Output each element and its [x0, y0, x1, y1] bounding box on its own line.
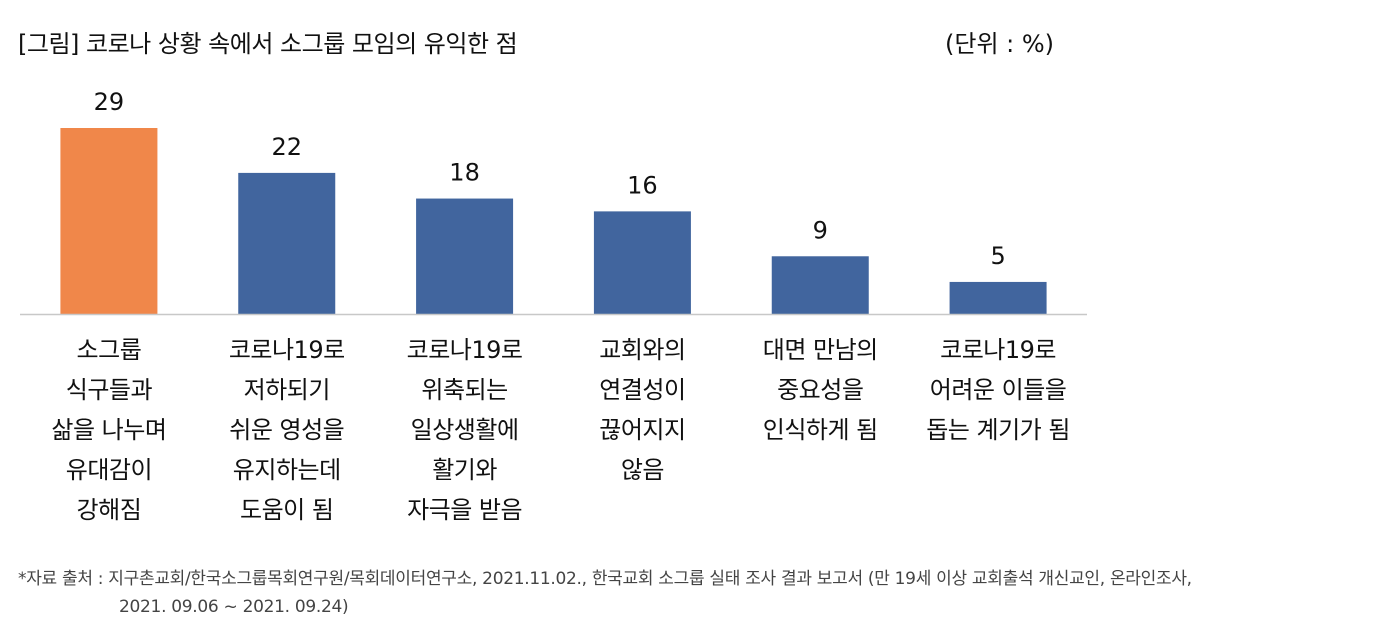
category-label-2: 코로나19로 저하되기 쉬운 영성을 유지하는데 도움이 됨	[228, 336, 345, 524]
bar-3	[416, 198, 514, 314]
value-label-2: 22	[271, 133, 302, 161]
category-label-1: 소그룹 식구들과 삶을 나누며 유대감이 강해짐	[51, 336, 167, 524]
bar-6	[949, 281, 1047, 314]
value-label-3: 18	[449, 159, 480, 187]
bar-4	[593, 211, 691, 314]
source-line-2: 2021. 09.06 ~ 2021. 09.24)	[119, 597, 349, 617]
category-label-6: 코로나19로 어려운 이들을 돕는 계기가 됨	[926, 336, 1070, 444]
value-label-1: 29	[94, 88, 125, 116]
value-label-6: 5	[990, 242, 1005, 270]
category-label-3: 코로나19로 위축되는 일상생활에 활기와 자극을 받음	[406, 336, 523, 524]
bar-chart: 29 22 18 16 9 5	[20, 88, 1087, 316]
bar-1	[60, 128, 158, 314]
source-line-1: *자료 출처 : 지구촌교회/한국소그룹목회연구원/목회데이터연구소, 2021…	[18, 569, 1192, 589]
value-label-4: 16	[627, 171, 658, 199]
unit-label: (단위 : %)	[945, 30, 1055, 58]
bar-2	[238, 172, 336, 314]
source-note: *자료 출처 : 지구촌교회/한국소그룹목회연구원/목회데이터연구소, 2021…	[18, 565, 1192, 621]
bar-5	[771, 256, 869, 314]
category-label-5: 대면 만남의 중요성을 인식하게 됨	[762, 336, 879, 444]
chart-title: [그림] 코로나 상황 속에서 소그룹 모임의 유익한 점	[18, 30, 518, 58]
value-label-5: 9	[813, 216, 828, 244]
category-label-4: 교회와의 연결성이 끊어지지 않음	[599, 336, 686, 484]
